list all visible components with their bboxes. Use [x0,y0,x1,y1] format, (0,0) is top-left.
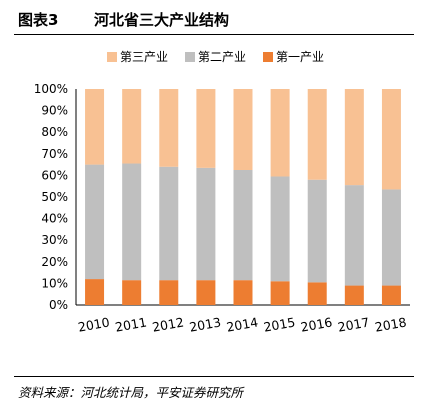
legend-swatch [107,52,117,62]
bar-segment [344,89,364,186]
bar-segment [270,176,290,282]
bar-segment [122,163,142,281]
legend-label: 第二产业 [198,50,246,64]
bar-segment [344,285,364,305]
legend-swatch [263,52,273,62]
x-tick-label: 2012 [151,314,185,334]
bar-segment [196,89,216,168]
bar-segment [85,164,105,280]
x-tick-label: 2014 [225,314,259,334]
bar-segment [85,279,105,305]
y-tick-label: 60% [41,168,68,182]
bar-segment [233,89,253,170]
bar-segment [85,89,105,165]
bar-segment [307,179,327,283]
y-tick-label: 30% [41,233,68,247]
bar-segment [159,89,179,167]
bar-segment [381,89,401,190]
bar-segment [122,280,142,305]
x-tick-label: 2017 [337,314,371,334]
y-tick-label: 40% [41,212,68,226]
bar-segment [381,189,401,286]
y-tick-label: 0% [49,298,68,312]
legend-swatch [185,52,195,62]
y-tick-label: 90% [41,104,68,118]
x-tick-label: 2011 [114,314,148,334]
stacked-bar-chart: 第三产业 第二产业 第一产业 0% 10% 20% 30% 40% 50% 60% 70% 80% 90… [34,50,410,335]
figure-label: 图表3 [18,11,59,29]
bar-segment [233,280,253,305]
y-tick-label: 50% [41,190,68,204]
x-tick-label: 2018 [374,314,408,334]
bar-segment [233,170,253,281]
y-tick-label: 20% [41,255,68,269]
bar-segment [381,285,401,305]
x-tick-label: 2016 [299,314,333,334]
bar-segment [307,282,327,305]
bar-segment [270,89,290,177]
figure-title: 河北省三大产业结构 [94,11,230,29]
x-tick-label: 2010 [77,314,111,334]
source-note: 资料来源：河北统计局，平安证券研究所 [18,385,244,400]
bar-segment [344,185,364,286]
legend-label: 第一产业 [276,50,324,64]
bar-segment [122,89,142,164]
bar-segment [307,89,327,180]
x-tick-label: 2013 [188,314,222,334]
figure-footer: 资料来源：河北统计局，平安证券研究所 [14,376,414,403]
y-tick-label: 70% [41,147,68,161]
legend-label: 第三产业 [120,50,168,64]
y-tick-label: 100% [34,82,68,96]
x-tick-label: 2015 [262,314,296,334]
bar-segment [159,166,179,281]
bar-segment [196,280,216,305]
figure-header: 图表3 河北省三大产业结构 [14,4,414,35]
y-tick-label: 10% [41,276,68,290]
bar-segment [196,167,216,281]
bar-segment [270,281,290,305]
y-tick-label: 80% [41,125,68,139]
bar-segment [159,280,179,305]
